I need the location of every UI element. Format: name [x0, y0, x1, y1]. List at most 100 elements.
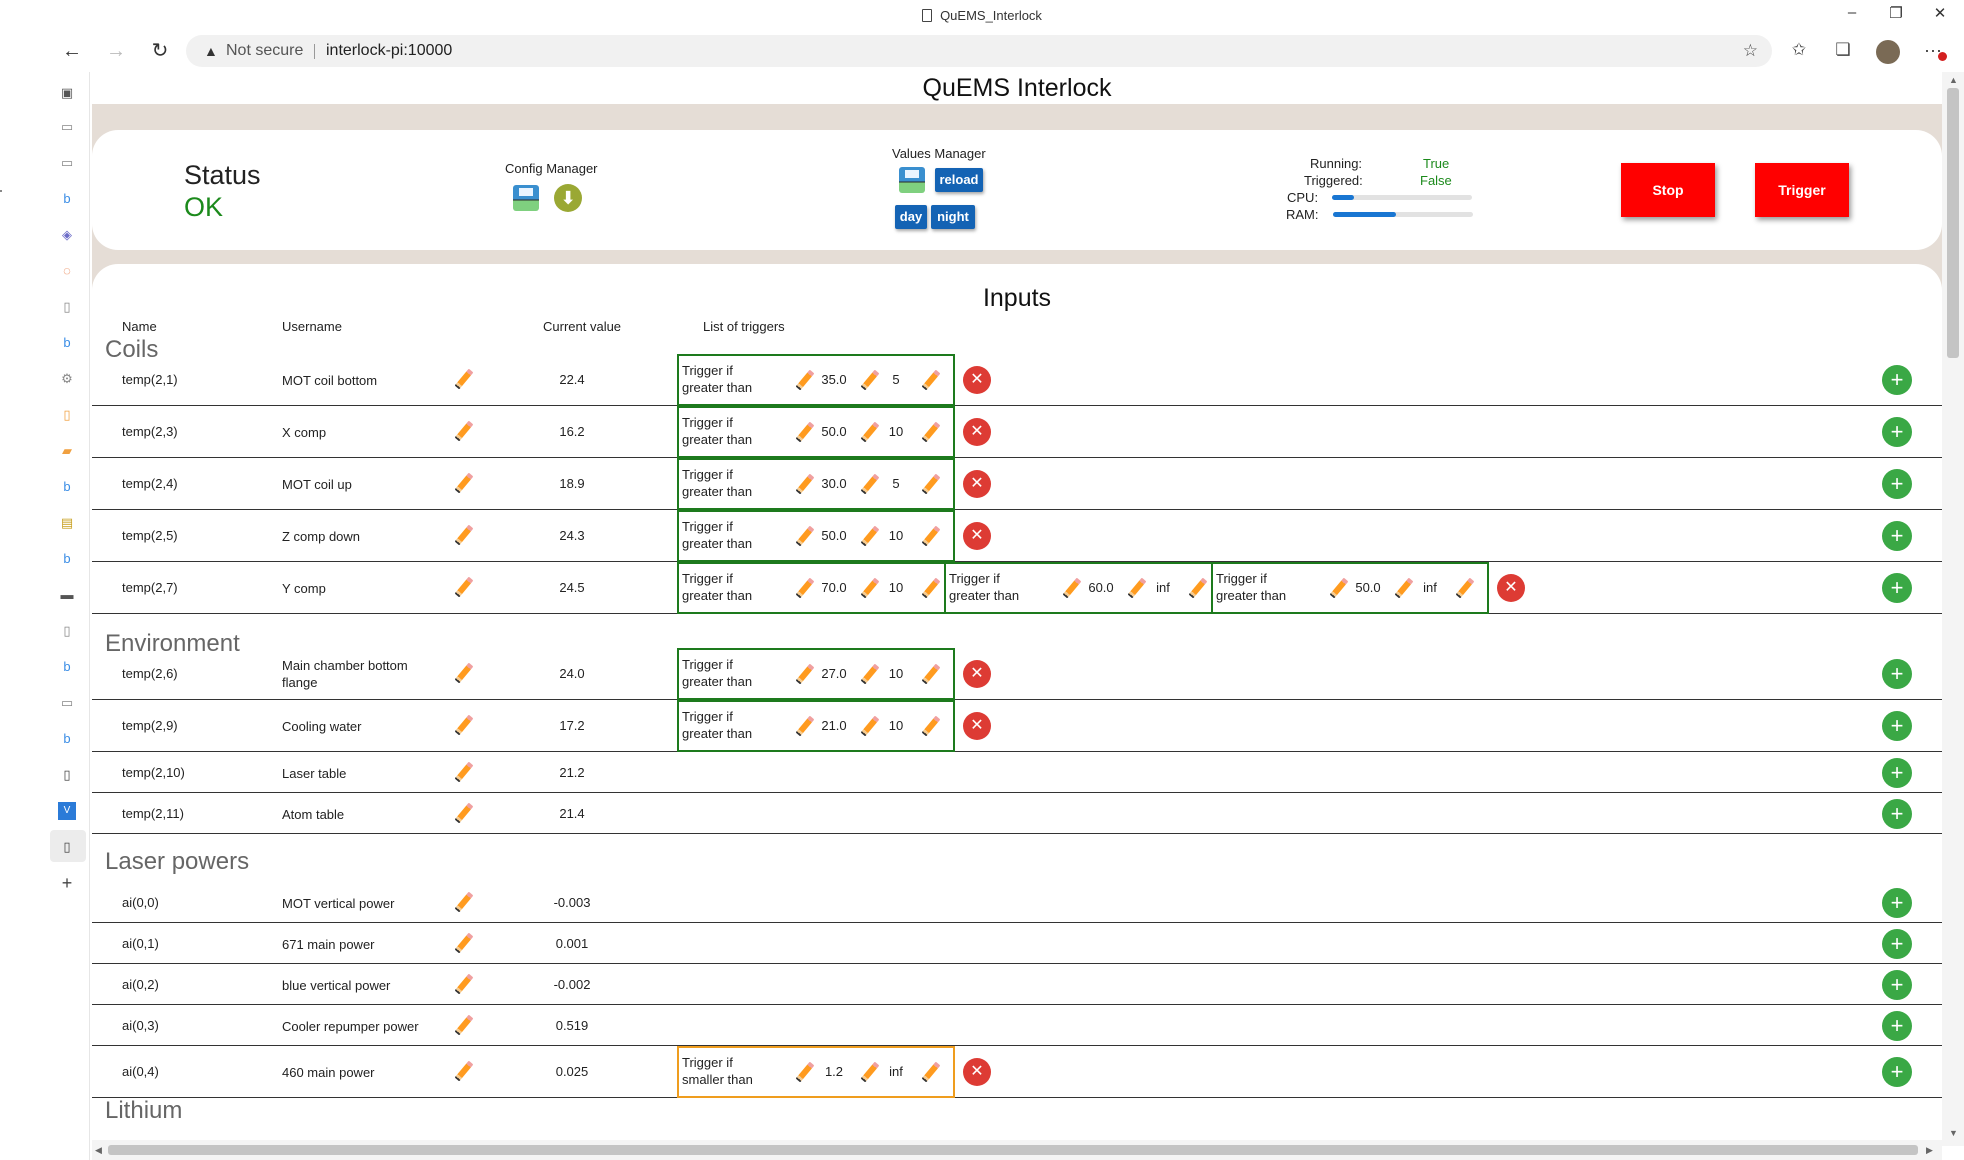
trigger-box[interactable]: Trigger if greater than 70.0 10: [677, 562, 955, 614]
shield-icon[interactable]: ◈: [62, 227, 72, 242]
edit-username-pencil-icon[interactable]: [452, 892, 474, 914]
edit-username-pencil-icon[interactable]: [452, 577, 474, 599]
new-tab-icon[interactable]: +: [61, 873, 73, 893]
gear-icon[interactable]: ⚙: [61, 371, 73, 386]
edit-username-pencil-icon[interactable]: [452, 525, 474, 547]
edit-delay-pencil-icon[interactable]: [919, 1062, 941, 1084]
book-icon[interactable]: ▰: [62, 443, 72, 458]
bing-icon[interactable]: b: [63, 191, 71, 206]
add-trigger-plus-circle-icon[interactable]: +: [1882, 929, 1912, 959]
add-trigger-plus-circle-icon[interactable]: +: [1882, 758, 1912, 788]
day-button[interactable]: day: [895, 205, 927, 229]
edit-delay-pencil-icon[interactable]: [1453, 578, 1475, 600]
add-trigger-plus-circle-icon[interactable]: +: [1882, 573, 1912, 603]
remove-trigger-close-circle-icon[interactable]: ✕: [963, 522, 991, 550]
edit-username-pencil-icon[interactable]: [452, 663, 474, 685]
download-config-icon[interactable]: ⬇: [554, 184, 582, 212]
edit-condition-pencil-icon[interactable]: [793, 526, 815, 548]
spinner-icon[interactable]: ◌: [63, 263, 71, 278]
add-trigger-plus-circle-icon[interactable]: +: [1882, 365, 1912, 395]
edit-condition-pencil-icon[interactable]: [793, 716, 815, 738]
page-icon[interactable]: ▯: [63, 839, 71, 854]
not-secure-label[interactable]: Not secure: [226, 42, 304, 59]
refresh-icon[interactable]: ↻: [151, 40, 169, 62]
edit-username-pencil-icon[interactable]: [452, 762, 474, 784]
vb-icon[interactable]: V: [58, 802, 76, 820]
edit-username-pencil-icon[interactable]: [452, 803, 474, 825]
trigger-box[interactable]: Trigger if greater than 35.0 5: [677, 354, 955, 406]
edit-threshold-pencil-icon[interactable]: [858, 370, 880, 392]
scroll-right-icon[interactable]: ▶: [1926, 1145, 1933, 1155]
edit-username-pencil-icon[interactable]: [452, 933, 474, 955]
monitor-icon[interactable]: ▭: [60, 119, 74, 134]
vertical-scrollbar[interactable]: ▲ ▼: [1942, 72, 1964, 1146]
bing-icon[interactable]: b: [63, 731, 71, 746]
edit-threshold-pencil-icon[interactable]: [1392, 578, 1414, 600]
edit-username-pencil-icon[interactable]: [452, 421, 474, 443]
edit-username-pencil-icon[interactable]: [452, 369, 474, 391]
edit-delay-pencil-icon[interactable]: [919, 422, 941, 444]
bing-icon[interactable]: b: [63, 659, 71, 674]
edit-condition-pencil-icon[interactable]: [1327, 578, 1349, 600]
avatar[interactable]: [1876, 40, 1900, 64]
edit-username-pencil-icon[interactable]: [452, 473, 474, 495]
trigger-button[interactable]: Trigger: [1755, 163, 1849, 217]
edit-delay-pencil-icon[interactable]: [919, 526, 941, 548]
trigger-box[interactable]: Trigger if greater than 50.0 10: [677, 510, 955, 562]
edit-condition-pencil-icon[interactable]: [1060, 578, 1082, 600]
address-bar[interactable]: ▲ Not secure interlock-pi:10000 ☆: [186, 35, 1772, 67]
collections-icon[interactable]: ❏: [1835, 40, 1851, 59]
scroll-left-icon[interactable]: ◀: [95, 1145, 102, 1155]
remove-trigger-close-circle-icon[interactable]: ✕: [963, 418, 991, 446]
edit-username-pencil-icon[interactable]: [452, 974, 474, 996]
add-trigger-plus-circle-icon[interactable]: +: [1882, 1057, 1912, 1087]
close-window-button[interactable]: ✕: [1933, 5, 1947, 22]
edit-username-pencil-icon[interactable]: [452, 715, 474, 737]
remove-trigger-close-circle-icon[interactable]: ✕: [1497, 574, 1525, 602]
reload-button[interactable]: reload: [935, 168, 983, 192]
trigger-box[interactable]: Trigger if greater than 21.0 10: [677, 700, 955, 752]
monitor-icon[interactable]: ▭: [60, 155, 74, 170]
add-trigger-plus-circle-icon[interactable]: +: [1882, 1011, 1912, 1041]
window-icon[interactable]: ▭: [60, 695, 74, 710]
more-icon[interactable]: ···: [1924, 40, 1942, 60]
edit-threshold-pencil-icon[interactable]: [858, 664, 880, 686]
edit-condition-pencil-icon[interactable]: [793, 474, 815, 496]
page-icon[interactable]: ▯: [63, 299, 71, 314]
edit-delay-pencil-icon[interactable]: [1186, 578, 1208, 600]
bing-icon[interactable]: b: [63, 551, 71, 566]
edit-threshold-pencil-icon[interactable]: [858, 422, 880, 444]
favorites-icon[interactable]: ✩: [1791, 40, 1807, 59]
edit-threshold-pencil-icon[interactable]: [1125, 578, 1147, 600]
add-trigger-plus-circle-icon[interactable]: +: [1882, 659, 1912, 689]
edit-delay-pencil-icon[interactable]: [919, 578, 941, 600]
page-icon[interactable]: ▯: [63, 407, 71, 422]
note-icon[interactable]: ▤: [60, 515, 74, 530]
night-button[interactable]: night: [931, 205, 975, 229]
tab-actions-icon[interactable]: ▣: [60, 85, 74, 100]
remove-trigger-close-circle-icon[interactable]: ✕: [963, 712, 991, 740]
edit-threshold-pencil-icon[interactable]: [858, 526, 880, 548]
maximize-button[interactable]: ❐: [1889, 5, 1903, 22]
edit-delay-pencil-icon[interactable]: [919, 474, 941, 496]
remove-trigger-close-circle-icon[interactable]: ✕: [963, 660, 991, 688]
trigger-box[interactable]: Trigger if greater than 60.0 inf: [944, 562, 1222, 614]
edit-threshold-pencil-icon[interactable]: [858, 1062, 880, 1084]
back-icon[interactable]: ←: [62, 40, 82, 62]
edit-threshold-pencil-icon[interactable]: [858, 716, 880, 738]
horizontal-scrollbar[interactable]: ◀ ▶: [92, 1140, 1942, 1160]
edit-delay-pencil-icon[interactable]: [919, 716, 941, 738]
bing-icon[interactable]: b: [63, 479, 71, 494]
add-trigger-plus-circle-icon[interactable]: +: [1882, 711, 1912, 741]
bing-icon[interactable]: b: [63, 335, 71, 350]
horizontal-scroll-thumb[interactable]: [108, 1145, 1918, 1155]
trigger-box[interactable]: Trigger if greater than 50.0 10: [677, 406, 955, 458]
trigger-box[interactable]: Trigger if greater than 27.0 10: [677, 648, 955, 700]
star-icon[interactable]: ☆: [1742, 41, 1758, 60]
stop-button[interactable]: Stop: [1621, 163, 1715, 217]
add-trigger-plus-circle-icon[interactable]: +: [1882, 799, 1912, 829]
trigger-box[interactable]: Trigger if smaller than 1.2 inf: [677, 1046, 955, 1098]
edit-threshold-pencil-icon[interactable]: [858, 474, 880, 496]
add-trigger-plus-circle-icon[interactable]: +: [1882, 417, 1912, 447]
remove-trigger-close-circle-icon[interactable]: ✕: [963, 1058, 991, 1086]
